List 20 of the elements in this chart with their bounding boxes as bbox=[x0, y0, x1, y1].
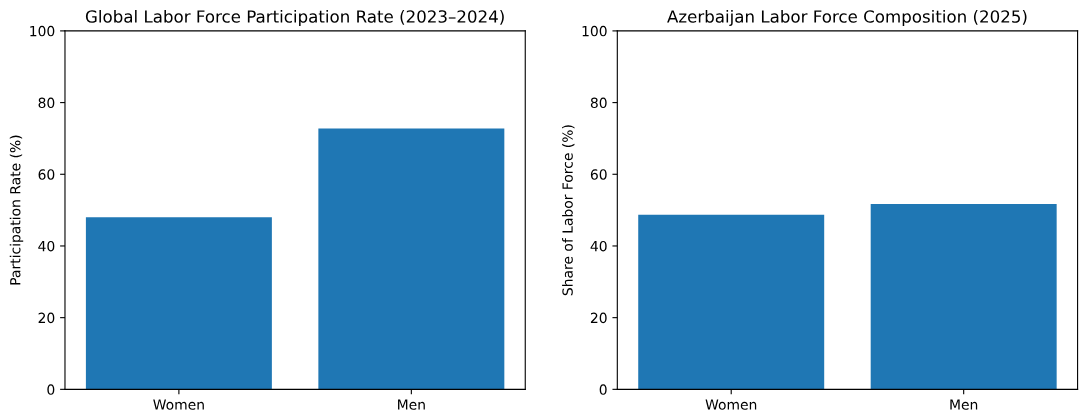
y-tick-label: 80 bbox=[590, 97, 607, 109]
x-tick-label: Women bbox=[153, 399, 204, 410]
y-tick-label: 40 bbox=[590, 240, 607, 252]
x-tick-label: Men bbox=[950, 399, 978, 410]
y-axis-title: Share of Labor Force (%) bbox=[562, 125, 575, 296]
y-tick-label: 60 bbox=[38, 169, 55, 180]
x-tick-label: Women bbox=[705, 399, 757, 410]
y-tick-label: 40 bbox=[38, 240, 55, 252]
y-tick-label: 0 bbox=[599, 384, 607, 395]
chart-title: Global Labor Force Participation Rate (2023–2024) bbox=[85, 9, 504, 27]
y-tick-label: 20 bbox=[590, 312, 607, 324]
y-tick-label: 60 bbox=[590, 169, 607, 180]
y-tick-label: 100 bbox=[582, 25, 607, 37]
y-tick-label: 0 bbox=[47, 384, 55, 395]
y-tick-label: 100 bbox=[30, 25, 55, 37]
y-tick-label: 20 bbox=[38, 312, 55, 324]
x-tick-label: Men bbox=[398, 399, 425, 410]
chart-title: Azerbaijan Labor Force Composition (2025) bbox=[667, 9, 1027, 27]
y-tick-label: 80 bbox=[38, 97, 55, 109]
y-axis-title: Participation Rate (%) bbox=[9, 135, 24, 285]
